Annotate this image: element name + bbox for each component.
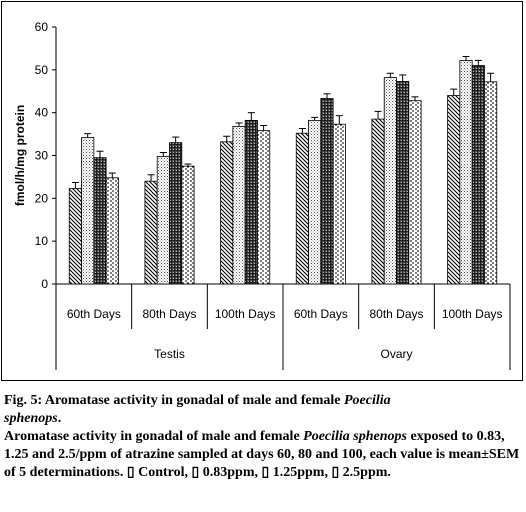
axes	[52, 26, 511, 370]
x-category-label: 100th Days	[215, 307, 276, 321]
bar-control	[447, 95, 461, 285]
bar-083ppm	[308, 119, 322, 285]
bar-125ppm	[471, 65, 485, 285]
bar-control	[144, 180, 158, 285]
bar-control	[371, 118, 385, 285]
y-tick-label: 10	[35, 234, 49, 248]
bar-25ppm	[332, 123, 346, 285]
bar-25ppm	[484, 81, 498, 285]
bar-25ppm	[105, 177, 119, 285]
legend-item-control: Control,	[138, 465, 189, 480]
bar-125ppm	[169, 142, 183, 285]
caption-title-end: .	[57, 411, 62, 426]
legend-item-125ppm: 1.25ppm,	[272, 465, 328, 480]
bar-083ppm	[383, 77, 397, 285]
bar-125ppm	[396, 80, 410, 285]
legend-item-25ppm: 2.5ppm.	[342, 465, 391, 480]
caption-title-text: Fig. 5: Aromatase activity in gonadal of…	[4, 393, 344, 408]
figure-caption: Fig. 5: Aromatase activity in gonadal of…	[4, 392, 520, 482]
x-category-label: 60th Days	[67, 307, 121, 321]
y-tick-label: 0	[41, 277, 48, 291]
bar-125ppm	[320, 98, 334, 285]
caption-species: Poecilia	[344, 393, 391, 408]
bar-083ppm	[81, 137, 95, 285]
caption-species-2: sphenops	[4, 411, 58, 426]
y-tick-label: 60	[35, 20, 49, 34]
bar-control	[68, 188, 82, 285]
bar-083ppm	[156, 155, 170, 285]
y-tick-label: 40	[35, 106, 49, 120]
bars	[68, 56, 498, 285]
x-category-label: 80th Days	[142, 307, 196, 321]
legend-glyph-125ppm: ▯	[261, 465, 270, 480]
legend-glyph-25ppm: ▯	[331, 465, 340, 480]
figure-frame: 0 10 20 30 40 50 60 fmol/h/mg protein 60th Days 8…	[1, 1, 523, 381]
bar-chart: 0 10 20 30 40 50 60 fmol/h/mg protein 60th Days 8…	[13, 20, 511, 370]
labels: 0 10 20 30 40 50 60 fmol/h/mg protein 60th Days 8…	[13, 20, 503, 361]
caption-body-prefix: Aromatase activity in gonadal of male an…	[4, 429, 304, 444]
bar-control	[220, 141, 234, 285]
legend-glyph-083ppm: ▯	[191, 465, 200, 480]
bar-125ppm	[93, 157, 107, 285]
x-category-label: 60th Days	[294, 307, 348, 321]
x-category-label: 80th Days	[369, 307, 423, 321]
bar-083ppm	[232, 125, 246, 285]
caption-title: Fig. 5: Aromatase activity in gonadal of…	[4, 392, 520, 428]
caption-body-text: exposed to 0.83, 1.25 and 2.5/ppm of atr…	[4, 429, 520, 480]
group-label: Testis	[154, 347, 185, 361]
y-tick-label: 30	[35, 149, 49, 163]
bar-25ppm	[181, 165, 195, 285]
group-label: Ovary	[380, 347, 412, 361]
caption-body: Aromatase activity in gonadal of male an…	[4, 428, 520, 482]
legend-glyph-control: ▯	[126, 465, 135, 480]
x-category-label: 100th Days	[442, 307, 503, 321]
y-tick-label: 50	[35, 63, 49, 77]
bar-25ppm	[408, 100, 422, 285]
bar-25ppm	[257, 130, 271, 285]
caption-body-species: Poecilia sphenops	[303, 429, 407, 444]
y-axis-title: fmol/h/mg protein	[13, 105, 27, 206]
bar-125ppm	[244, 119, 258, 285]
bar-083ppm	[459, 60, 473, 285]
y-tick-label: 20	[35, 191, 49, 205]
bar-control	[295, 132, 309, 285]
legend-item-083ppm: 0.83ppm,	[202, 465, 258, 480]
